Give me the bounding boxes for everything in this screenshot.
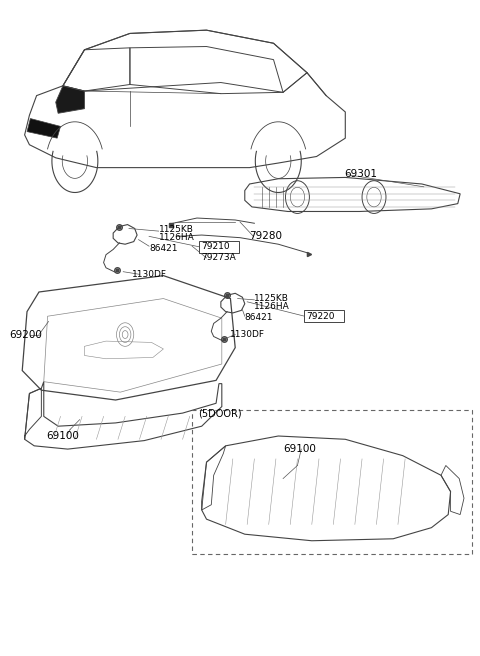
Text: 1130DF: 1130DF: [229, 330, 264, 339]
Text: 79210: 79210: [201, 242, 229, 251]
Text: 1125KB: 1125KB: [158, 225, 193, 234]
Text: 1125KB: 1125KB: [254, 294, 289, 303]
Text: 79273A: 79273A: [201, 253, 236, 262]
Text: 1130DF: 1130DF: [132, 270, 168, 279]
Bar: [192, 410, 472, 554]
Polygon shape: [56, 86, 84, 113]
Text: 86421: 86421: [149, 243, 178, 253]
Text: 1126HA: 1126HA: [158, 233, 194, 242]
Text: 1126HA: 1126HA: [254, 302, 290, 311]
Text: 79280: 79280: [250, 232, 283, 241]
Text: 86421: 86421: [245, 313, 273, 322]
Text: 69301: 69301: [344, 169, 377, 179]
Text: 69100: 69100: [46, 431, 79, 441]
Text: 69200: 69200: [9, 329, 42, 340]
Text: 79220: 79220: [306, 312, 335, 321]
Text: (5DOOR): (5DOOR): [198, 408, 241, 418]
FancyBboxPatch shape: [304, 310, 344, 322]
FancyBboxPatch shape: [199, 241, 239, 253]
Text: 69100: 69100: [283, 444, 316, 454]
Polygon shape: [27, 119, 60, 138]
